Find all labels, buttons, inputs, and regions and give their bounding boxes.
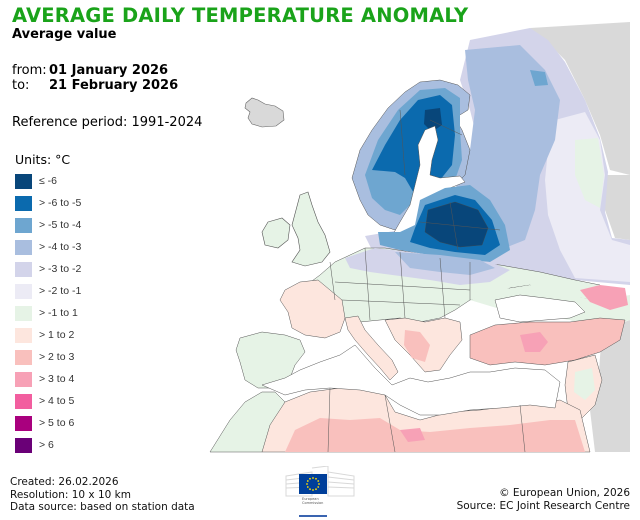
north-africa-hot: [400, 428, 425, 442]
turkey-hotspot: [520, 332, 548, 352]
date-from-row: from: 01 January 2026: [12, 63, 178, 78]
region-russia-mid: [530, 70, 548, 86]
region-finland-core: [424, 108, 442, 132]
region-balkans-warm: [404, 330, 430, 362]
eu-star-icon: [317, 486, 320, 488]
reference-period: Reference period: 1991-2024: [12, 115, 203, 130]
legend-item: > 4 to 5: [15, 390, 81, 412]
legend-item: > -6 to -5: [15, 192, 81, 214]
legend: ≤ -6 > -6 to -5 > -5 to -4 > -4 to -3 > -3 t…: [15, 170, 81, 456]
eu-star-icon: [306, 483, 308, 485]
legend-swatch: [15, 261, 32, 277]
legend-swatch: [15, 195, 32, 211]
legend-swatch: [15, 437, 32, 453]
logo-caption: European Commission: [302, 497, 324, 505]
date-range: from: 01 January 2026 to: 21 February 20…: [12, 63, 178, 93]
legend-label: > 4 to 5: [39, 395, 75, 407]
no-data-region-middle-east: [590, 320, 630, 452]
european-commission-logo: [285, 466, 355, 517]
legend-item: > -1 to 1: [15, 302, 81, 324]
legend-swatch: [15, 217, 32, 233]
logo-underline: [299, 515, 327, 517]
legend-label: > -5 to -4: [39, 219, 82, 231]
legend-label: > -4 to -3: [39, 241, 82, 253]
no-data-region-northeast: [530, 22, 630, 175]
date-to-label: to:: [12, 78, 30, 93]
legend-label: ≤ -6: [39, 175, 58, 187]
copyright: © European Union, 2026: [499, 487, 630, 499]
legend-item: > 5 to 6: [15, 412, 81, 434]
legend-item: > 3 to 4: [15, 368, 81, 390]
legend-item: > -5 to -4: [15, 214, 81, 236]
legend-label: > 3 to 4: [39, 373, 75, 385]
legend-swatch: [15, 327, 32, 343]
legend-swatch: [15, 371, 32, 387]
legend-label: > -1 to 1: [39, 307, 78, 319]
legend-label: > 1 to 2: [39, 329, 75, 341]
mediterranean-sea: [261, 344, 561, 416]
legend-item: > -4 to -3: [15, 236, 81, 258]
black-sea: [494, 294, 586, 323]
resolution: Resolution: 10 x 10 km: [10, 488, 131, 501]
caucasus: [580, 285, 628, 310]
legend-label: > -2 to -1: [39, 285, 82, 297]
legend-swatch: [15, 415, 32, 431]
ireland: [261, 217, 291, 249]
legend-units: Units: °C: [15, 152, 71, 167]
legend-item: > 6: [15, 434, 81, 456]
date-to-row: to: 21 February 2026: [12, 78, 178, 93]
eu-star-icon: [317, 480, 320, 482]
legend-swatch: [15, 173, 32, 189]
map-subtitle: Average value: [12, 27, 117, 42]
eu-star-icon: [309, 488, 311, 491]
temperature-anomaly-map: [209, 22, 630, 453]
eu-star-icon: [315, 488, 317, 491]
legend-item: > -2 to -1: [15, 280, 81, 302]
legend-label: > 2 to 3: [39, 351, 75, 363]
source-credit: Source: EC Joint Research Centre: [456, 499, 630, 512]
date-from-value: 01 January 2026: [49, 63, 169, 78]
footer-metadata: Created: 26.02.2026 Resolution: 10 x 10 …: [10, 476, 195, 514]
date-to-value: 21 February 2026: [49, 78, 179, 93]
middle-east-neutral: [574, 368, 595, 400]
italy: [344, 315, 399, 381]
eu-star-icon: [306, 486, 309, 488]
map-title: AVERAGE DAILY TEMPERATURE ANOMALY: [12, 4, 469, 27]
legend-item: > 1 to 2: [15, 324, 81, 346]
legend-swatch: [15, 283, 32, 299]
legend-label: > 6: [39, 439, 54, 451]
legend-label: > 5 to 6: [39, 417, 75, 429]
date-from-label: from:: [12, 63, 47, 78]
iceland: [244, 97, 285, 128]
eu-star-icon: [318, 483, 320, 485]
legend-swatch: [15, 239, 32, 255]
legend-item: > 2 to 3: [15, 346, 81, 368]
eu-star-icon: [306, 480, 309, 482]
footer-credits: © European Union, 2026 Source: EC Joint …: [457, 487, 630, 512]
legend-label: > -6 to -5: [39, 197, 82, 209]
legend-swatch: [15, 393, 32, 409]
france: [279, 279, 346, 339]
legend-label: > -3 to -2: [39, 263, 82, 275]
eu-star-icon: [315, 477, 317, 480]
country-borders: [327, 109, 526, 453]
created-date: Created: 26.02.2026: [10, 476, 119, 488]
region-baltic-core: [424, 201, 489, 248]
legend-swatch: [15, 305, 32, 321]
eu-star-icon: [312, 477, 314, 479]
eu-star-icon: [309, 477, 311, 480]
region-east-neutral: [575, 138, 604, 208]
legend-item: > -3 to -2: [15, 258, 81, 280]
no-data-region-east: [600, 175, 630, 240]
north-africa-warm: [285, 418, 585, 452]
data-source: Data source: based on station data: [10, 501, 195, 513]
great-britain: [291, 191, 331, 267]
legend-item: ≤ -6: [15, 170, 81, 192]
eu-star-icon: [312, 489, 314, 491]
eu-flag-icon: [299, 474, 327, 494]
legend-swatch: [15, 349, 32, 365]
